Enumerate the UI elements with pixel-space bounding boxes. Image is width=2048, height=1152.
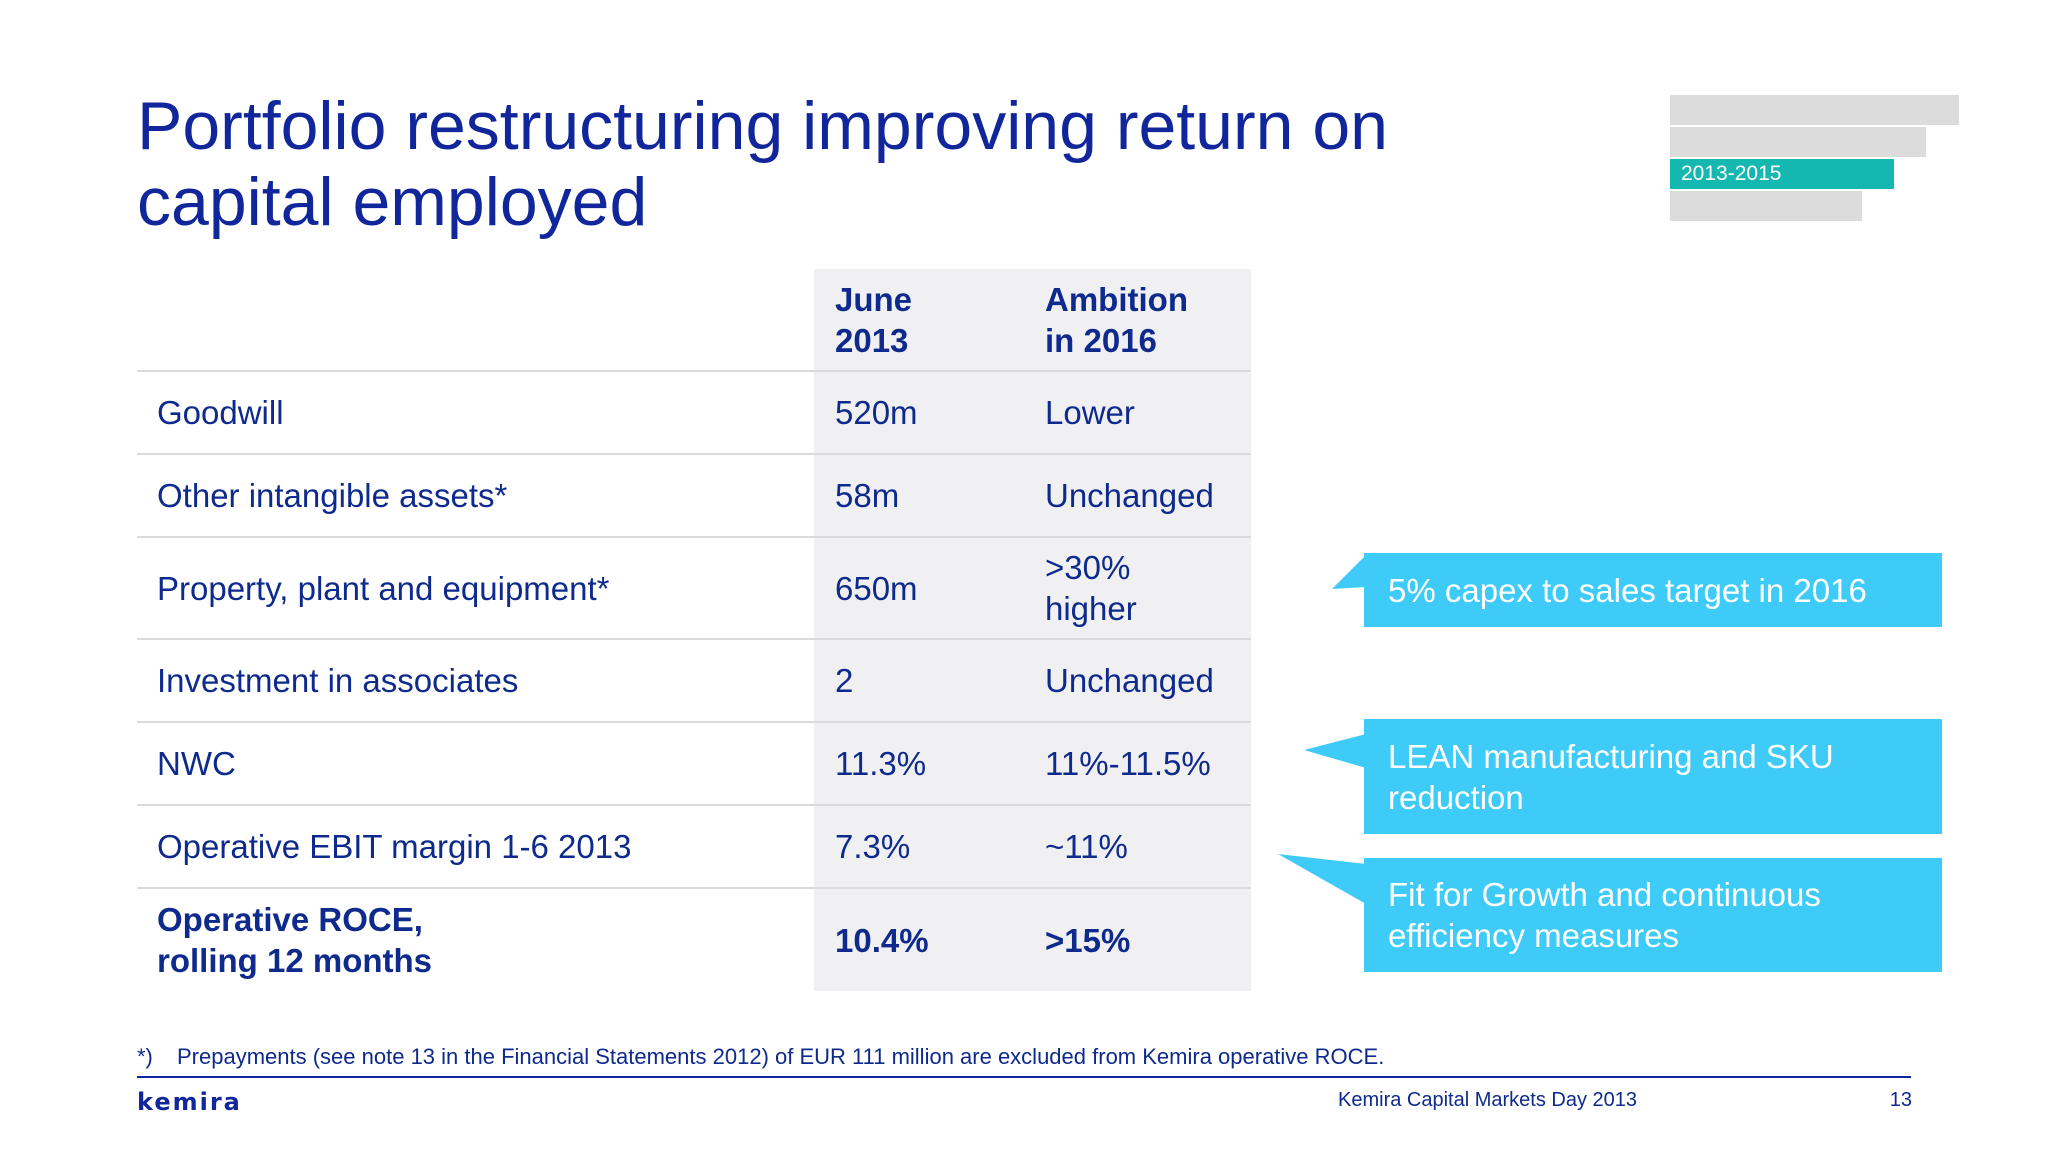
timeline-bar-4	[1670, 191, 1862, 221]
footnote-text: Prepayments (see note 13 in the Financia…	[177, 1044, 1385, 1069]
row-june-value: 7.3%	[835, 828, 911, 865]
row-label: Operative EBIT margin 1-6 2013	[157, 828, 632, 865]
footnote: *) Prepayments (see note 13 in the Financ…	[137, 1044, 1384, 1070]
row-ambition-value: 11%-11.5%	[1045, 745, 1211, 782]
kemira-logo: kemira	[137, 1088, 242, 1116]
callout-fit-for-growth: Fit for Growth and continuous efficiency…	[1364, 858, 1942, 972]
table-row-intangibles: Other intangible assets* 58m Unchanged	[137, 455, 1251, 538]
row-june-value: 520m	[835, 394, 918, 431]
row-ambition-value: Lower	[1045, 394, 1135, 431]
table-row-ebit-margin: Operative EBIT margin 1-6 2013 7.3% ~11%	[137, 806, 1251, 889]
row-label: Operative ROCE, rolling 12 months	[157, 901, 433, 979]
row-label: Property, plant and equipment*	[157, 569, 610, 607]
timeline-bar-active: 2013-2015	[1670, 159, 1894, 189]
callout-pointer-2	[1304, 734, 1366, 768]
row-label: Investment in associates	[157, 662, 519, 699]
table-row-roce: Operative ROCE, rolling 12 months 10.4% …	[137, 889, 1251, 991]
timeline-bar-1	[1670, 95, 1959, 125]
timeline-bar-2	[1670, 127, 1926, 157]
row-ambition-value: Unchanged	[1045, 662, 1214, 699]
row-june-value: 11.3%	[835, 745, 927, 782]
table-row-associates: Investment in associates 2 Unchanged	[137, 640, 1251, 723]
row-label: NWC	[157, 745, 236, 782]
slide-title-line2: capital employed	[137, 164, 648, 240]
callout-lean: LEAN manufacturing and SKU reduction	[1364, 719, 1942, 834]
slide-title: Portfolio restructuring improving return…	[137, 88, 1437, 240]
slide-title-line1: Portfolio restructuring improving return…	[137, 88, 1388, 164]
footer-divider	[137, 1076, 1911, 1078]
callout-capex: 5% capex to sales target in 2016	[1364, 553, 1942, 627]
row-ambition-value: Unchanged	[1045, 477, 1214, 514]
row-ambition-value: >30% higher	[1045, 549, 1137, 627]
table-header-row: June 2013 Ambition in 2016	[137, 269, 1251, 372]
header-ambition-2016: Ambition in 2016	[1045, 280, 1188, 359]
row-june-value: 2	[835, 662, 854, 699]
row-june-value: 10.4%	[835, 921, 929, 959]
row-june-value: 58m	[835, 477, 900, 514]
row-label: Goodwill	[157, 394, 284, 431]
row-ambition-value: ~11%	[1045, 828, 1128, 865]
table-row-goodwill: Goodwill 520m Lower	[137, 372, 1251, 455]
row-label: Other intangible assets*	[157, 477, 508, 514]
callout-pointer-3	[1278, 854, 1366, 904]
footnote-mark: *)	[137, 1044, 153, 1069]
row-june-value: 650m	[835, 569, 918, 607]
callout-pointer-1	[1332, 555, 1366, 589]
row-ambition-value: >15%	[1045, 921, 1131, 959]
table-row-nwc: NWC 11.3% 11%-11.5%	[137, 723, 1251, 806]
page-number: 13	[1889, 1089, 1912, 1111]
table-row-ppe: Property, plant and equipment* 650m >30%…	[137, 538, 1251, 640]
footer-event-name: Kemira Capital Markets Day 2013	[1338, 1089, 1638, 1111]
header-june-2013: June 2013	[835, 280, 913, 359]
table-highlight-column	[814, 269, 1251, 991]
